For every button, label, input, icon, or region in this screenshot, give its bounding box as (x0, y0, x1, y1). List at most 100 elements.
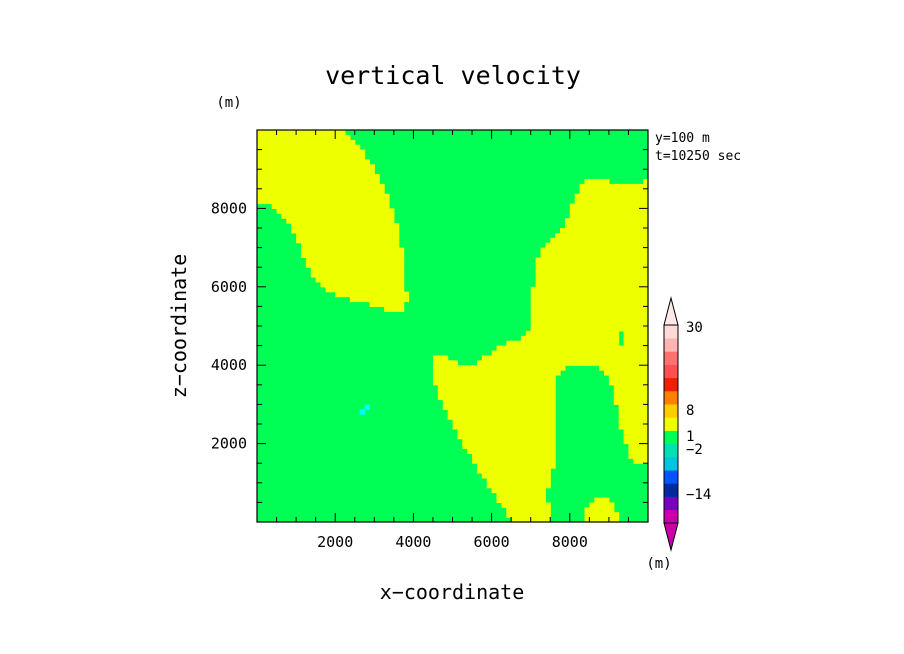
contour-cell (520, 428, 527, 435)
contour-cell (560, 242, 566, 249)
contour-cell (633, 370, 639, 376)
contour-cell (574, 345, 581, 352)
contour-cell (599, 512, 605, 518)
contour-cell (594, 232, 600, 239)
contour-cell (545, 272, 551, 278)
contour-cell (486, 468, 493, 474)
contour-cell (271, 134, 278, 141)
contour-cell (340, 218, 346, 224)
contour-cell (335, 267, 341, 273)
contour-cell (638, 340, 644, 347)
contour-cell (506, 497, 512, 503)
contour-cell (486, 355, 493, 361)
contour-cell (457, 409, 463, 415)
contour-cell (486, 428, 493, 435)
contour-cell (432, 375, 439, 381)
contour-cell (516, 370, 522, 376)
contour-cell (530, 345, 537, 352)
contour-cell (599, 311, 605, 317)
contour-cell (501, 497, 507, 503)
contour-cell (525, 482, 532, 489)
contour-cell (291, 228, 297, 234)
contour-cell (594, 340, 600, 347)
contour-cell (525, 448, 532, 454)
contour-cell (613, 399, 620, 405)
contour-cell (384, 296, 390, 303)
contour-cell (643, 306, 649, 312)
contour-cell (472, 370, 478, 376)
contour-cell (623, 311, 630, 317)
contour-cell (530, 468, 537, 474)
contour-cell (545, 502, 551, 508)
contour-cell (628, 350, 634, 356)
contour-cell (296, 164, 302, 170)
contour-cell (491, 399, 498, 405)
contour-cell (398, 306, 405, 312)
contour-cell (496, 360, 502, 366)
contour-cell (271, 169, 278, 175)
contour-cell (344, 257, 351, 263)
contour-cell (379, 267, 385, 273)
contour-cell (491, 433, 498, 440)
contour-cell (393, 223, 400, 229)
contour-cell (516, 463, 522, 469)
contour-cell (335, 272, 341, 278)
contour-cell (618, 321, 625, 327)
contour-cell (335, 139, 341, 146)
contour-cell (320, 267, 327, 273)
contour-cell (496, 384, 502, 391)
contour-cell (594, 218, 600, 224)
contour-cell (261, 149, 268, 156)
contour-cell (628, 301, 634, 307)
contour-cell (330, 198, 336, 205)
contour-cell (633, 237, 639, 244)
contour-cell (628, 208, 634, 214)
contour-cell (296, 193, 302, 200)
contour-cell (432, 355, 439, 361)
contour-cell (589, 330, 595, 337)
contour-cell (564, 291, 571, 298)
contour-cell (633, 414, 639, 420)
colorbar-segment (664, 509, 678, 524)
contour-cell (584, 213, 590, 219)
contour-cell (530, 487, 537, 494)
contour-cell (550, 262, 556, 268)
contour-cell (560, 281, 566, 288)
contour-cell (540, 404, 546, 410)
contour-cell (633, 424, 639, 430)
contour-cell (364, 232, 371, 239)
contour-cell (638, 213, 644, 219)
contour-cell (325, 286, 331, 293)
contour-cell (257, 159, 263, 165)
contour-cell (535, 487, 542, 494)
contour-cell (364, 247, 371, 254)
axis-ticks (257, 130, 648, 522)
contour-cell (623, 257, 630, 263)
contour-cell (589, 316, 595, 322)
contour-cell (310, 130, 317, 136)
contour-cell (613, 375, 620, 381)
contour-cell (545, 365, 551, 371)
contour-cell (393, 247, 400, 254)
contour-cell (501, 492, 507, 499)
contour-cell (604, 291, 610, 298)
contour-cell (310, 208, 317, 214)
contour-cell (359, 149, 366, 156)
contour-cell (555, 257, 561, 263)
contour-cell (320, 218, 327, 224)
contour-cell (393, 277, 400, 283)
contour-cell (310, 232, 317, 239)
contour-cell (330, 262, 336, 268)
contour-cell (315, 159, 322, 165)
contour-cell (643, 179, 649, 185)
contour-cell (496, 428, 502, 435)
contour-cell (310, 139, 317, 146)
contour-cell (569, 316, 576, 322)
contour-cell (584, 188, 590, 195)
contour-cell (291, 139, 297, 146)
contour-cell (506, 419, 512, 425)
colorbar-unit: (m) (646, 556, 671, 572)
contour-cell (344, 144, 351, 151)
contour-cell (623, 330, 630, 337)
contour-cell (486, 414, 493, 420)
